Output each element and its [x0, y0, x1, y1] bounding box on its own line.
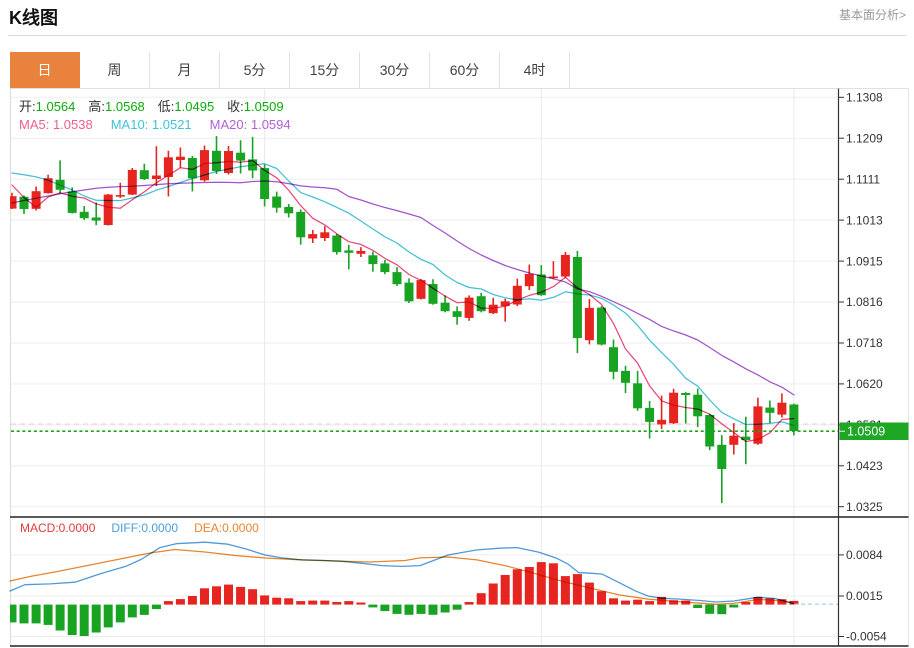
svg-text:1.0325: 1.0325	[846, 500, 883, 514]
svg-text:1.0816: 1.0816	[846, 295, 883, 309]
svg-text:-0.0054: -0.0054	[846, 630, 887, 644]
svg-text:0.0015: 0.0015	[846, 589, 883, 603]
svg-text:1.0620: 1.0620	[846, 377, 883, 391]
svg-text:1.1308: 1.1308	[846, 91, 883, 105]
svg-text:1.0915: 1.0915	[846, 254, 883, 268]
svg-text:1.1111: 1.1111	[846, 172, 880, 186]
svg-text:1.1209: 1.1209	[846, 131, 883, 145]
svg-text:1.0509: 1.0509	[847, 425, 885, 439]
svg-text:1.1013: 1.1013	[846, 213, 883, 227]
svg-text:1.0718: 1.0718	[846, 336, 883, 350]
svg-text:0.0084: 0.0084	[846, 548, 883, 562]
svg-text:1.0423: 1.0423	[846, 459, 883, 473]
